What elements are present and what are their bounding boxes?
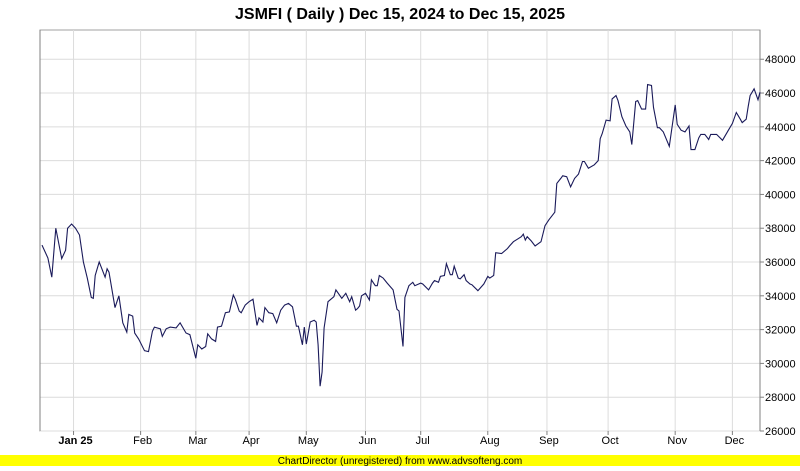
y-tick-label: 36000 (765, 257, 796, 269)
y-tick-label: 26000 (765, 426, 796, 438)
x-tick-label: Dec (725, 435, 745, 447)
y-tick-label: 42000 (765, 156, 796, 168)
y-axis: 26000 28000 30000 32000 34000 36000 38000 40000… (760, 54, 796, 438)
x-tick-label: Aug (480, 435, 500, 447)
y-tick-label: 46000 (765, 88, 796, 100)
chart-title: JSMFI ( Daily ) Dec 15, 2024 to Dec 15, … (235, 6, 565, 23)
x-axis: Jan 25 Feb Mar Apr May Jun Jul Aug Sep Oct Nov Dec (58, 431, 744, 447)
x-tick-label: Nov (667, 435, 687, 447)
x-tick-label: Sep (539, 435, 559, 447)
x-tick-label: Feb (133, 435, 152, 447)
x-tick-label: May (298, 435, 319, 447)
x-tick-label: Jan 25 (58, 435, 92, 447)
y-tick-label: 34000 (765, 291, 796, 303)
x-tick-label: Mar (188, 435, 207, 447)
y-tick-label: 38000 (765, 223, 796, 235)
y-tick-label: 48000 (765, 54, 796, 66)
footer-text: ChartDirector (unregistered) from www.ad… (278, 456, 523, 466)
x-tick-label: Oct (602, 435, 619, 447)
x-tick-label: Jul (416, 435, 430, 447)
y-tick-label: 30000 (765, 358, 796, 370)
y-tick-label: 28000 (765, 392, 796, 404)
x-tick-label: Apr (243, 435, 260, 447)
x-tick-label: Jun (359, 435, 377, 447)
y-tick-label: 40000 (765, 189, 796, 201)
y-tick-label: 32000 (765, 325, 796, 337)
y-tick-label: 44000 (765, 122, 796, 134)
